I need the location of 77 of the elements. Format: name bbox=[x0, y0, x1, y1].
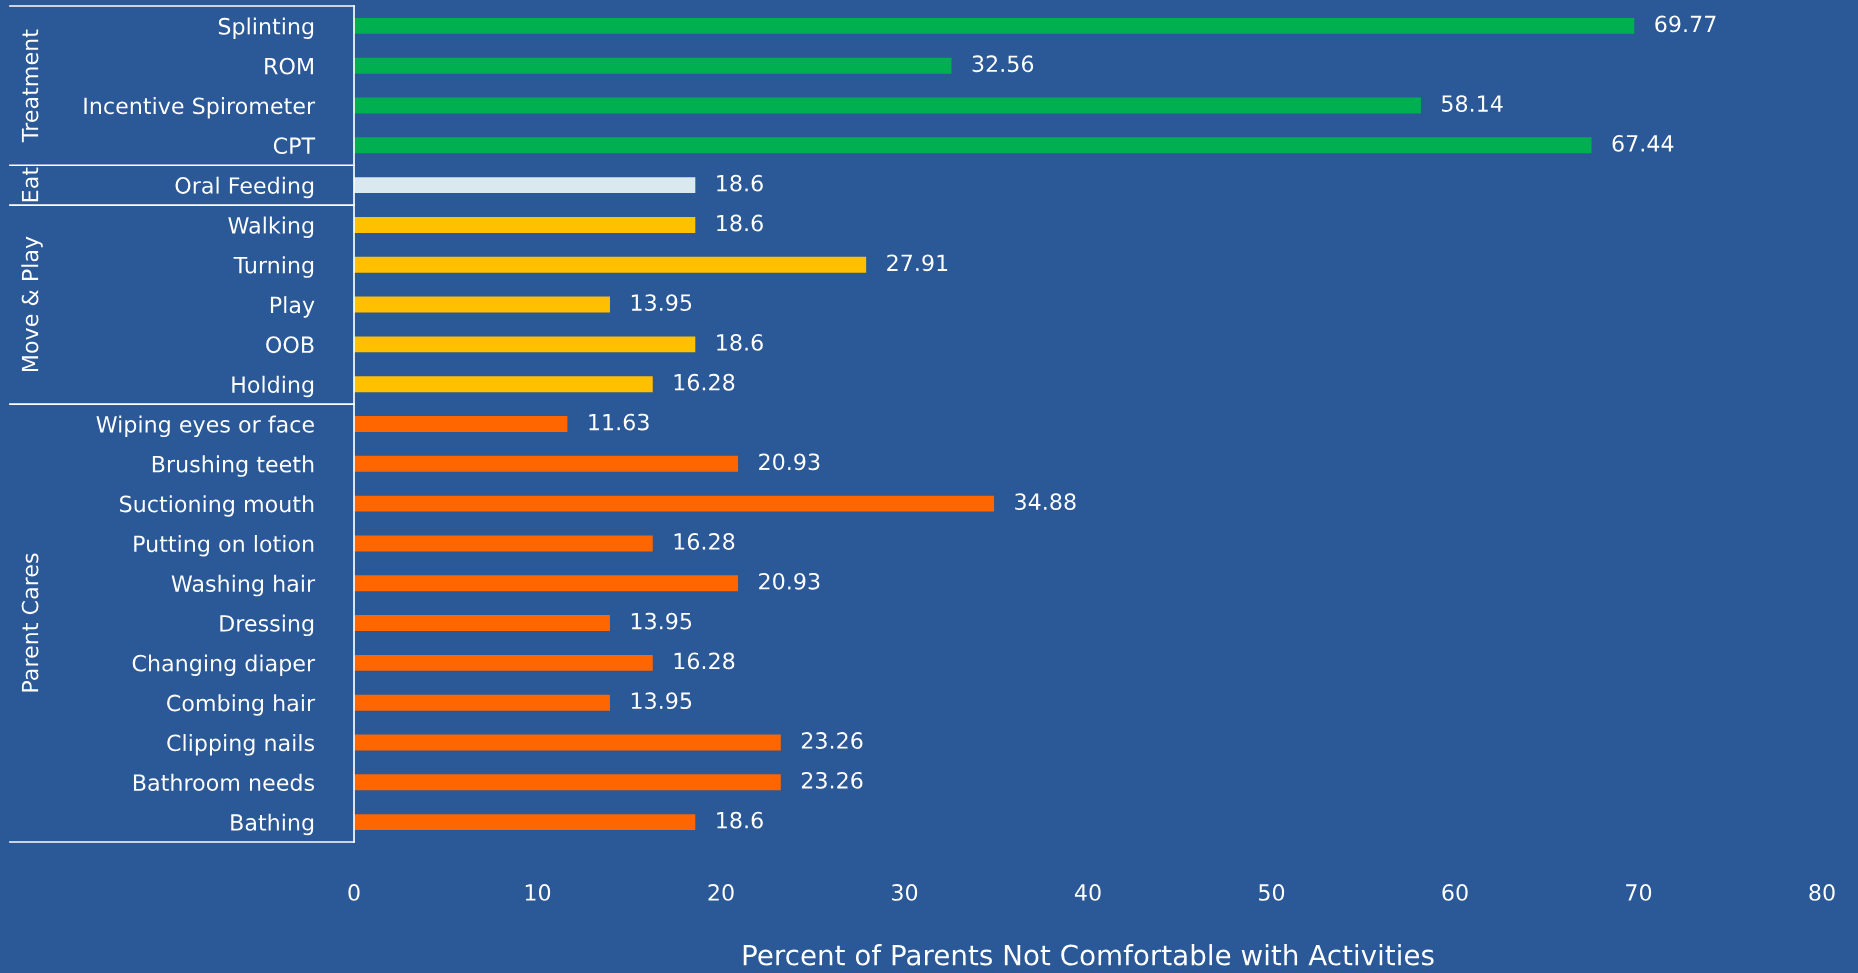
data-label: 16.28 bbox=[674, 652, 735, 670]
data-label: 67.44 bbox=[1612, 134, 1674, 152]
data-label: 20.93 bbox=[759, 453, 820, 471]
bar bbox=[354, 177, 696, 194]
y-tick-label: OOB bbox=[266, 336, 314, 354]
x-tick-label: 0 bbox=[348, 884, 360, 901]
data-label: 18.6 bbox=[717, 334, 763, 351]
x-tick-label: 60 bbox=[1442, 884, 1468, 901]
y-tick-label: Changing diaper bbox=[132, 654, 316, 676]
y-tick-label: Turning bbox=[233, 256, 314, 278]
y-tick-label: Incentive Spirometer bbox=[84, 97, 316, 119]
x-tick-label: 50 bbox=[1259, 884, 1285, 901]
bar bbox=[354, 256, 867, 273]
y-tick-label: Oral Feeding bbox=[175, 176, 314, 199]
x-tick-label: 30 bbox=[892, 884, 918, 901]
data-label: 18.6 bbox=[717, 214, 763, 232]
data-label: 20.93 bbox=[759, 572, 820, 590]
bar bbox=[354, 774, 781, 791]
data-label: 13.95 bbox=[631, 692, 692, 710]
y-tick-label: Bathing bbox=[231, 813, 314, 836]
y-tick-label: Washing hair bbox=[171, 574, 316, 597]
data-label: 58.14 bbox=[1442, 95, 1503, 112]
bar bbox=[354, 376, 653, 393]
y-tick-label: Dressing bbox=[220, 614, 314, 637]
y-tick-label: ROM bbox=[265, 57, 313, 75]
bar bbox=[354, 615, 610, 632]
bar bbox=[354, 97, 1421, 114]
x-tick-label: 20 bbox=[708, 884, 734, 901]
data-label: 23.26 bbox=[801, 771, 863, 789]
y-tick-label: Clipping nails bbox=[167, 734, 315, 756]
data-label: 23.26 bbox=[801, 732, 863, 749]
y-tick-label: Suctioning mouth bbox=[120, 495, 314, 517]
bar bbox=[354, 336, 696, 353]
bar bbox=[354, 17, 1635, 34]
y-tick-label: Brushing teeth bbox=[152, 455, 314, 477]
bar bbox=[354, 575, 739, 592]
data-label: 32.56 bbox=[972, 55, 1034, 73]
y-tick-label: CPT bbox=[273, 137, 316, 155]
text: Eat bbox=[21, 167, 39, 202]
y-tick-label: Putting on lotion bbox=[134, 534, 314, 557]
y-tick-label: Bathroom needs bbox=[133, 773, 315, 792]
bar bbox=[354, 734, 781, 751]
x-tick-label: 40 bbox=[1074, 884, 1101, 901]
data-label: 18.6 bbox=[717, 811, 763, 829]
x-axis-title: Percent of Parents Not Comfortable with Activities bbox=[743, 944, 1434, 966]
bar bbox=[354, 296, 610, 313]
bar bbox=[354, 814, 696, 831]
bar bbox=[354, 57, 952, 74]
y-tick-label: Wiping eyes or face bbox=[96, 415, 314, 438]
x-tick-label: 10 bbox=[525, 884, 551, 901]
x-tick-label: 70 bbox=[1626, 884, 1652, 901]
data-label: 11.63 bbox=[589, 413, 649, 431]
y-tick-label: Play bbox=[270, 296, 315, 318]
y-tick-label: Holding bbox=[232, 375, 314, 398]
bar bbox=[354, 495, 995, 512]
data-label: 16.28 bbox=[674, 533, 735, 550]
y-tick-label: Walking bbox=[228, 216, 314, 239]
data-label: 69.77 bbox=[1655, 15, 1716, 33]
text: Treatment bbox=[21, 29, 39, 143]
y-tick-label: Splinting bbox=[218, 17, 314, 39]
data-label: 13.95 bbox=[631, 612, 692, 630]
y-tick-label: Combing hair bbox=[167, 694, 316, 716]
bar bbox=[354, 535, 653, 552]
bar bbox=[354, 137, 1592, 154]
text: Move & Play bbox=[21, 236, 43, 372]
text: Parent Cares bbox=[21, 553, 39, 692]
data-label: 18.6 bbox=[717, 174, 763, 192]
bar bbox=[354, 455, 739, 472]
x-tick-label: 80 bbox=[1809, 884, 1835, 901]
bar bbox=[354, 216, 696, 233]
bar bbox=[354, 694, 610, 711]
data-label: 34.88 bbox=[1015, 493, 1076, 511]
data-label: 13.95 bbox=[631, 294, 692, 312]
bar bbox=[354, 416, 568, 432]
data-label: 16.28 bbox=[674, 373, 735, 391]
data-label: 27.91 bbox=[887, 254, 948, 272]
bar bbox=[354, 654, 653, 671]
